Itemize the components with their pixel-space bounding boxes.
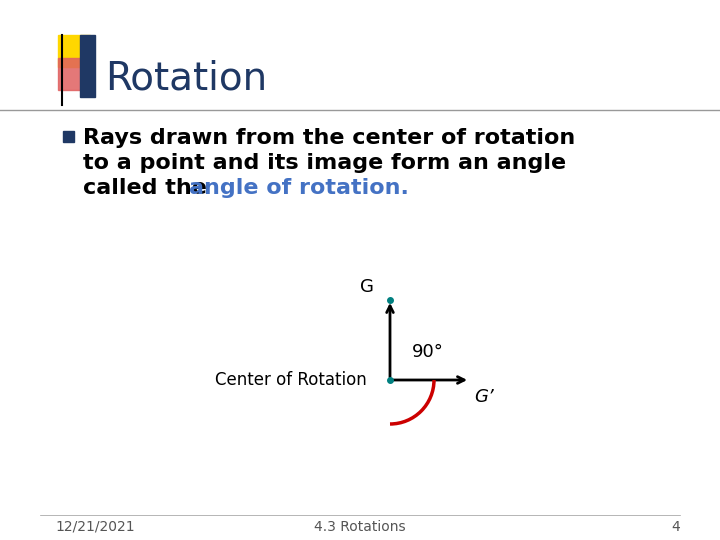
Text: 4.3 Rotations: 4.3 Rotations [314, 520, 406, 534]
Text: Center of Rotation: Center of Rotation [215, 371, 366, 389]
Text: 4: 4 [671, 520, 680, 534]
Text: angle of rotation.: angle of rotation. [189, 178, 408, 198]
Bar [80, 35, 95, 97]
Bar [63, 131, 74, 142]
Text: 90°: 90° [412, 343, 444, 361]
Text: to a point and its image form an angle: to a point and its image form an angle [83, 153, 566, 173]
Text: called the: called the [83, 178, 215, 198]
Text: Rotation: Rotation [105, 59, 267, 97]
Text: G’: G’ [474, 388, 494, 406]
Text: G: G [360, 278, 374, 296]
Text: 12/21/2021: 12/21/2021 [55, 520, 135, 534]
Bar [58, 58, 90, 90]
Bar [58, 35, 90, 67]
Text: Rays drawn from the center of rotation: Rays drawn from the center of rotation [83, 128, 575, 148]
